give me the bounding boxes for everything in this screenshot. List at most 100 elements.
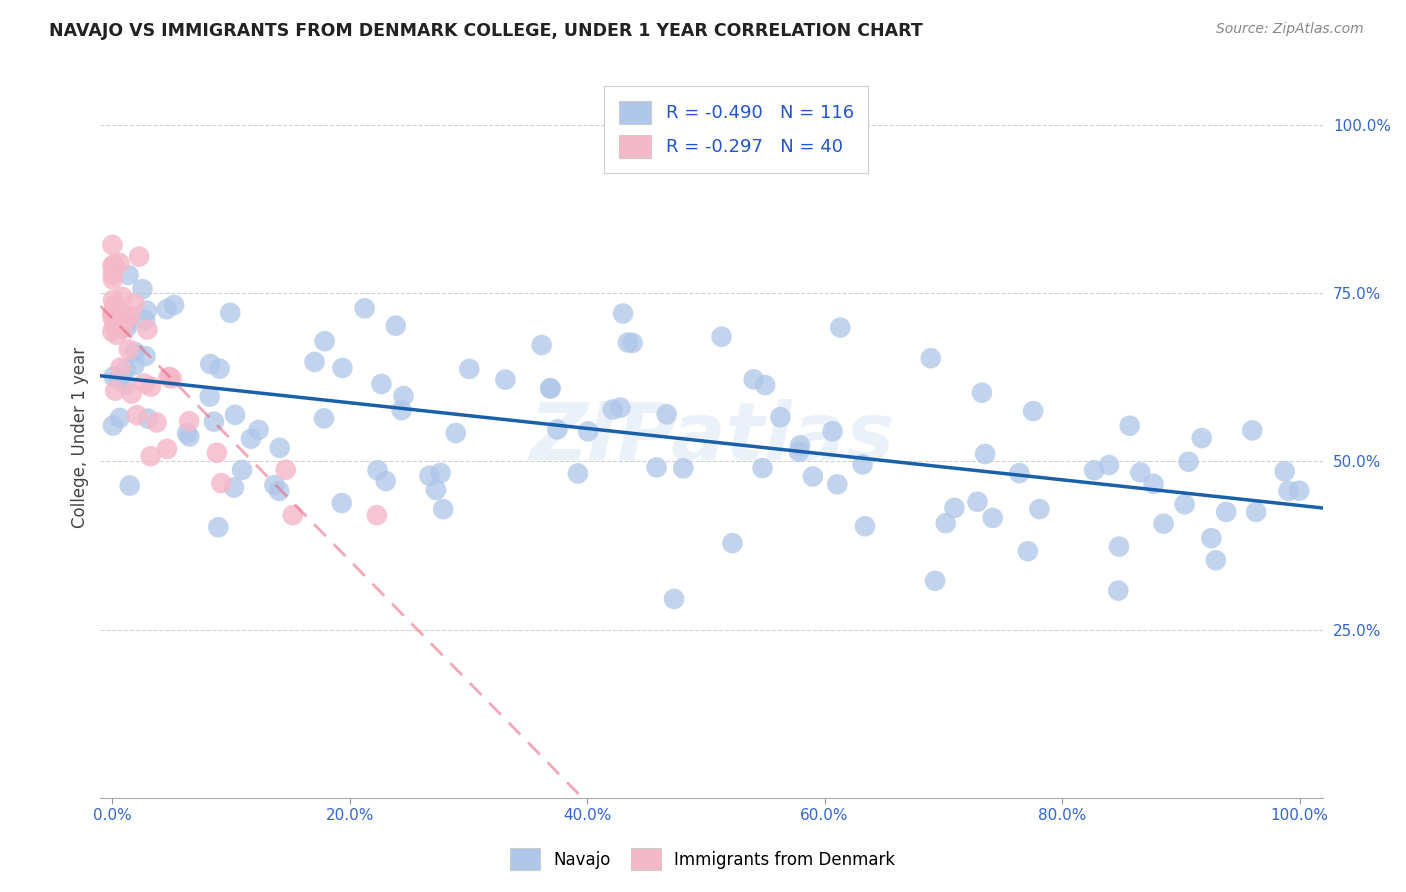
Point [751, 461, 773, 475]
Text: ZIPatlas: ZIPatlas [529, 399, 894, 476]
Point [1153, 516, 1175, 531]
Point [269, 483, 291, 498]
Point [145, 416, 167, 430]
Point [567, 467, 589, 481]
Point [304, 355, 326, 369]
Point [118, 343, 141, 357]
Point [118, 478, 141, 492]
Point [1028, 502, 1050, 516]
Text: NAVAJO VS IMMIGRANTS FROM DENMARK COLLEGE, UNDER 1 YEAR CORRELATION CHART: NAVAJO VS IMMIGRANTS FROM DENMARK COLLEG… [49, 22, 922, 40]
Point [200, 357, 222, 371]
Text: Source: ZipAtlas.com: Source: ZipAtlas.com [1216, 22, 1364, 37]
Point [576, 425, 599, 439]
Point [135, 303, 157, 318]
Point [281, 508, 304, 523]
Point [821, 424, 844, 438]
Point [115, 311, 138, 326]
Point [101, 272, 124, 286]
Point [425, 483, 447, 497]
Point [219, 306, 242, 320]
Point [645, 460, 668, 475]
Point [207, 520, 229, 534]
Point [935, 516, 957, 530]
Point [247, 423, 270, 437]
Point [1107, 583, 1129, 598]
Point [1205, 553, 1227, 567]
Point [721, 536, 744, 550]
Point [159, 370, 181, 384]
Point [222, 481, 245, 495]
Point [981, 511, 1004, 525]
Point [157, 370, 180, 384]
Point [101, 259, 124, 273]
Point [202, 415, 225, 429]
Point [609, 401, 631, 415]
Point [134, 313, 156, 327]
Point [1017, 544, 1039, 558]
Point [966, 495, 988, 509]
Point [366, 508, 388, 523]
Point [384, 318, 406, 333]
Point [1215, 505, 1237, 519]
Point [332, 361, 354, 376]
Point [105, 327, 128, 342]
Point [789, 438, 811, 452]
Point [444, 425, 467, 440]
Point [179, 429, 201, 443]
Legend: R = -0.490   N = 116, R = -0.297   N = 40: R = -0.490 N = 116, R = -0.297 N = 40 [605, 87, 869, 172]
Point [115, 377, 138, 392]
Point [974, 447, 997, 461]
Point [139, 379, 162, 393]
Point [111, 322, 134, 336]
Point [134, 349, 156, 363]
Point [101, 238, 124, 252]
Point [540, 381, 562, 395]
Point [103, 369, 125, 384]
Point [367, 463, 389, 477]
Point [263, 478, 285, 492]
Point [621, 335, 644, 350]
Point [920, 351, 942, 366]
Point [353, 301, 375, 316]
Point [392, 389, 415, 403]
Point [314, 334, 336, 348]
Point [179, 414, 201, 428]
Point [104, 384, 127, 398]
Point [114, 362, 136, 376]
Point [1098, 458, 1121, 472]
Point [209, 476, 232, 491]
Point [124, 296, 146, 310]
Point [101, 307, 124, 321]
Y-axis label: College, Under 1 year: College, Under 1 year [72, 347, 89, 528]
Point [103, 318, 125, 333]
Point [330, 496, 353, 510]
Point [391, 403, 413, 417]
Point [370, 376, 392, 391]
Point [224, 408, 246, 422]
Point [1008, 466, 1031, 480]
Point [852, 458, 875, 472]
Point [121, 386, 143, 401]
Point [114, 318, 136, 332]
Point [176, 426, 198, 441]
Point [156, 302, 179, 317]
Point [1277, 483, 1299, 498]
Point [124, 359, 146, 373]
Point [198, 390, 221, 404]
Point [115, 320, 138, 334]
Point [1274, 464, 1296, 478]
Point [494, 373, 516, 387]
Point [672, 461, 695, 475]
Point [853, 519, 876, 533]
Point [114, 316, 136, 330]
Point [943, 500, 966, 515]
Point [269, 441, 291, 455]
Point [128, 250, 150, 264]
Point [312, 411, 335, 425]
Point [655, 407, 678, 421]
Point [801, 469, 824, 483]
Point [124, 345, 146, 359]
Point [602, 402, 624, 417]
Point [970, 385, 993, 400]
Point [125, 408, 148, 422]
